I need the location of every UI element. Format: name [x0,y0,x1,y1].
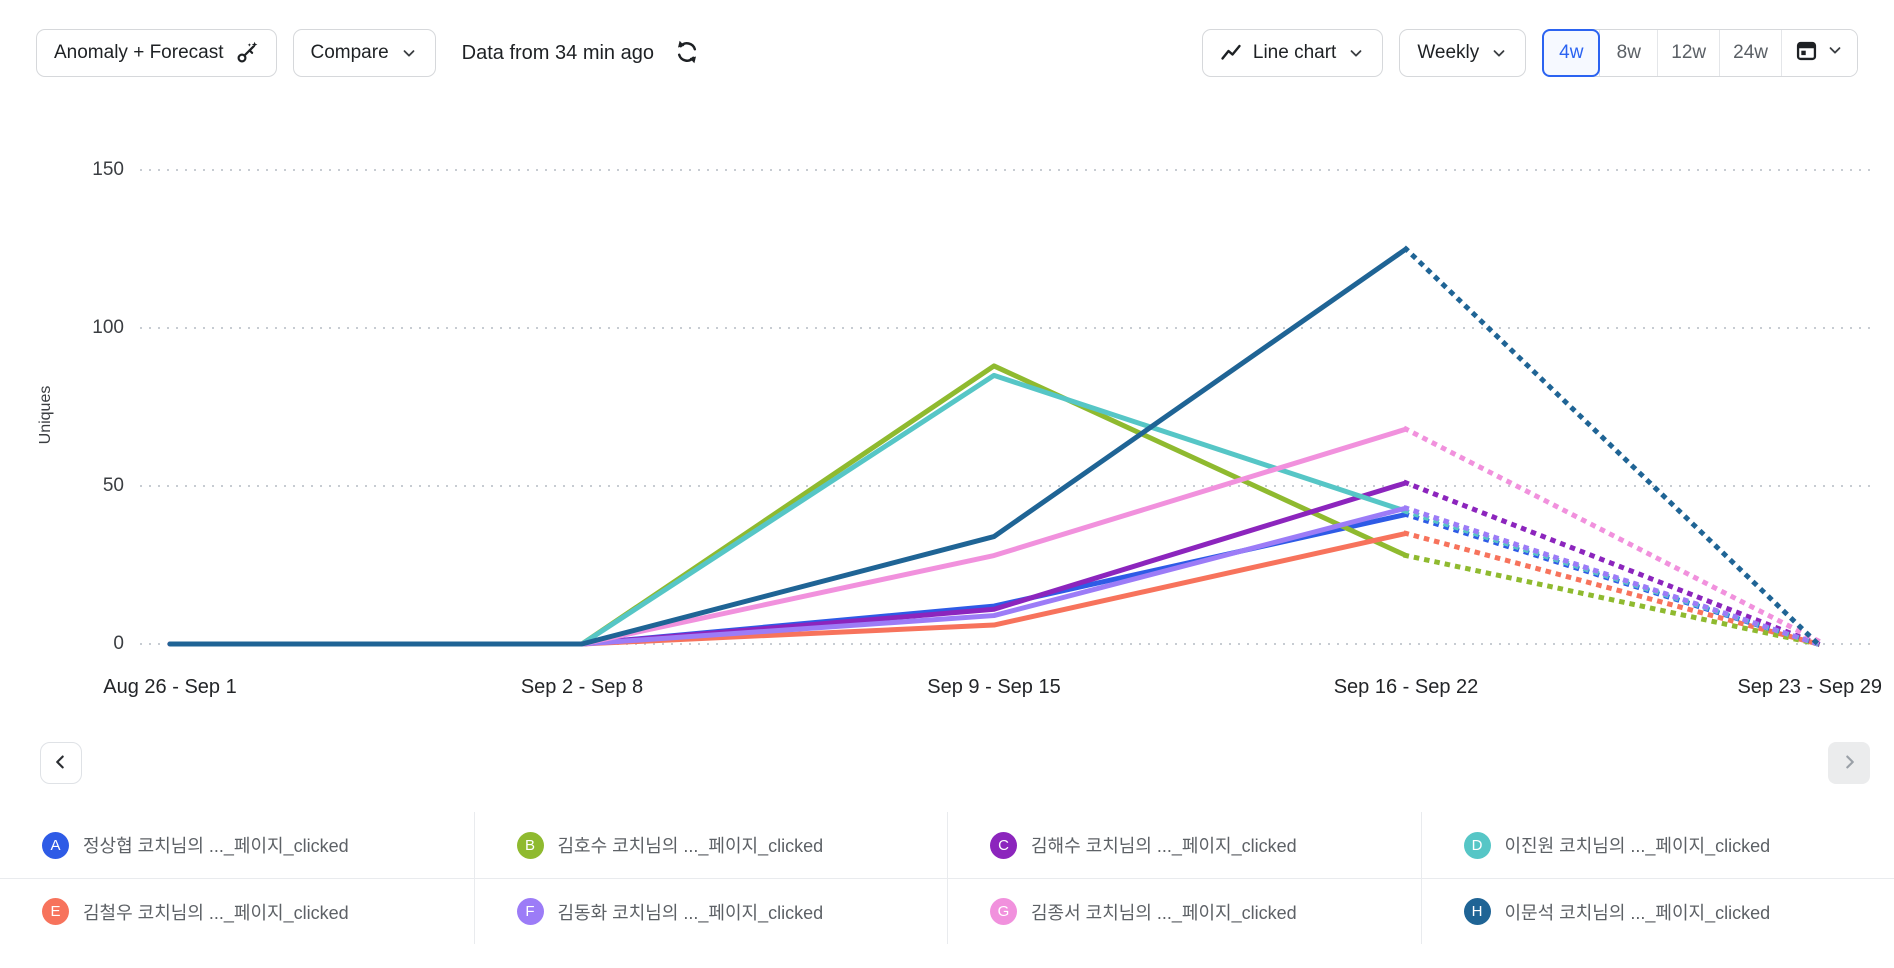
series-badge-E: E [42,898,69,925]
forecast-line-C[interactable] [1402,479,1822,648]
legend-next-button[interactable] [1828,742,1870,784]
series-name-B: 김호수 코치님의 ..._페이지_clicked [557,836,824,856]
forecast-line-H[interactable] [1402,245,1822,648]
chart-type-button[interactable]: Line chart [1201,29,1384,77]
toolbar-right-group: Line chart Weekly 4w 8w 12w 24w [1201,29,1858,77]
anomaly-forecast-label: Anomaly + Forecast [54,42,224,63]
line-chart-canvas[interactable] [0,100,1894,660]
y-tick-label-0: 0 [113,633,124,654]
series-name-A: 정상협 코치님의 ..._페이지_clicked [83,836,349,856]
x-axis-label-3: Sep 16 - Sep 22 [1333,676,1479,698]
series-badge-H: H [1463,898,1491,925]
forecast-line-D[interactable] [1402,508,1822,648]
series-name-F: 김동화 코치님의 ..._페이지_clicked [557,902,824,923]
chart-toolbar: Anomaly + Forecast Compare [36,28,1858,78]
magic-key-icon [235,41,259,65]
y-tick-label-50: 50 [102,475,124,496]
chevron-down-icon [400,44,418,62]
granularity-button[interactable]: Weekly [1399,29,1527,77]
series-badge-D: D [1463,831,1491,859]
chevron-left-icon [51,752,71,775]
series-badge-G: G [990,898,1017,925]
range-4w-button[interactable]: 4w [1542,29,1601,77]
calendar-button[interactable] [1781,30,1857,76]
series-name-G: 김종서 코치님의 ..._페이지_clicked [1031,902,1297,923]
y-tick-label-100: 100 [92,317,124,338]
series-name-C: 김해수 코치님의 ..._페이지_clicked [1031,836,1297,856]
range-8w-button[interactable]: 8w [1599,30,1658,76]
chevron-down-icon [1826,41,1844,65]
forecast-line-A[interactable] [1402,511,1822,648]
forecast-line-F[interactable] [1402,504,1822,648]
compare-button[interactable]: Compare [292,29,436,77]
calendar-icon [1795,39,1818,68]
series-legend: A 정상협 코치님의 ..._페이지_clicked B 김호수 코치님의 ..._페… [0,812,1894,944]
range-12w-button[interactable]: 12w [1657,30,1720,76]
line-chart-icon [1220,42,1242,64]
legend-prev-button[interactable] [40,742,82,784]
series-name-E: 김철우 코치님의 ..._페이지_clicked [83,902,349,923]
series-line-H[interactable] [167,246,1409,647]
series-name-D: 이진원 코치님의 ..._페이지_clicked [1504,836,1771,856]
date-range-segmented-control: 4w 8w 12w 24w [1542,29,1858,77]
series-badge-B: B [516,831,544,859]
chevron-down-icon [1347,44,1365,62]
x-axis-label-0: Aug 26 - Sep 1 [103,676,237,698]
legend-item-G[interactable]: G 김종서 코치님의 ..._페이지_clicked [947,878,1421,944]
data-freshness-text: Data from 34 min ago [461,41,654,64]
forecast-line-E[interactable] [1402,530,1822,648]
legend-item-H[interactable]: H 이문석 코치님의 ..._페이지_clicked [1420,878,1894,944]
legend-item-B[interactable]: B 김호수 코치님의 ..._페이지_clicked [473,812,947,878]
legend-item-C[interactable]: C 김해수 코치님의 ..._페이지_clicked [947,812,1421,878]
series-badge-C: C [990,831,1017,859]
series-badge-F: F [516,898,544,925]
forecast-line-B[interactable] [1403,552,1821,647]
chart-type-label: Line chart [1252,42,1337,63]
series-line-G[interactable] [167,426,1409,647]
series-badge-A: A [42,831,69,859]
refresh-button[interactable] [670,35,704,72]
compare-label: Compare [310,42,389,63]
x-axis-label-2: Sep 9 - Sep 15 [927,676,1061,698]
chevron-right-icon [1839,752,1859,775]
legend-item-D[interactable]: D 이진원 코치님의 ..._페이지_clicked [1420,812,1894,878]
x-axis-label-1: Sep 2 - Sep 8 [520,676,644,698]
legend-item-E[interactable]: E 김철우 코치님의 ..._페이지_clicked [0,878,474,944]
granularity-label: Weekly [1417,42,1480,63]
series-line-D[interactable] [167,372,1409,647]
y-tick-label-150: 150 [92,159,124,180]
anomaly-forecast-button[interactable]: Anomaly + Forecast [36,29,277,77]
x-axis-label-4: Sep 23 - Sep 29 [1737,676,1882,698]
sync-arrows-icon [674,39,700,68]
series-name-H: 이문석 코치님의 ..._페이지_clicked [1504,902,1771,923]
x-axis-labels: Aug 26 - Sep 1 Sep 2 - Sep 8 Sep 9 - Sep 1… [0,676,1894,704]
chevron-down-icon [1490,44,1508,62]
legend-item-A[interactable]: A 정상협 코치님의 ..._페이지_clicked [0,812,474,878]
range-24w-button[interactable]: 24w [1719,30,1781,76]
forecast-line-G[interactable] [1402,425,1822,645]
legend-item-F[interactable]: F 김동화 코치님의 ..._페이지_clicked [473,878,947,944]
toolbar-left-group: Anomaly + Forecast Compare [36,29,704,77]
